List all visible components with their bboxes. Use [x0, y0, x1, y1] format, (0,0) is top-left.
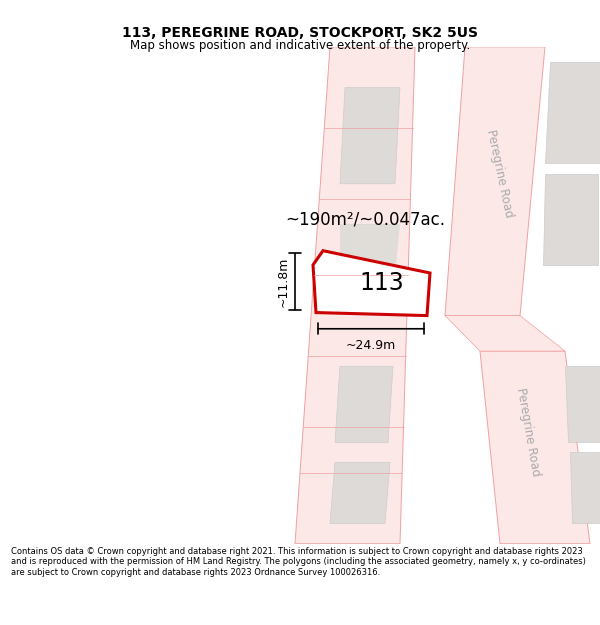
Text: 113, PEREGRINE ROAD, STOCKPORT, SK2 5US: 113, PEREGRINE ROAD, STOCKPORT, SK2 5US [122, 26, 478, 40]
Text: 113: 113 [359, 271, 404, 296]
Polygon shape [295, 47, 415, 544]
Polygon shape [570, 452, 600, 524]
Text: Peregrine Road: Peregrine Road [514, 387, 542, 478]
Polygon shape [313, 251, 430, 316]
Polygon shape [545, 62, 600, 164]
Polygon shape [543, 174, 598, 265]
Polygon shape [330, 462, 390, 524]
Text: ~11.8m: ~11.8m [277, 256, 290, 307]
Polygon shape [445, 316, 565, 351]
Text: ~24.9m: ~24.9m [346, 339, 396, 352]
Polygon shape [340, 224, 400, 295]
Polygon shape [340, 88, 400, 184]
Polygon shape [313, 251, 430, 316]
Polygon shape [445, 47, 545, 316]
Polygon shape [480, 351, 590, 544]
Polygon shape [335, 366, 393, 442]
Text: Contains OS data © Crown copyright and database right 2021. This information is : Contains OS data © Crown copyright and d… [11, 547, 586, 577]
Text: ~190m²/~0.047ac.: ~190m²/~0.047ac. [285, 210, 445, 228]
Polygon shape [565, 366, 600, 442]
Polygon shape [340, 224, 398, 295]
Text: Peregrine Road: Peregrine Road [484, 128, 515, 219]
Text: Map shows position and indicative extent of the property.: Map shows position and indicative extent… [130, 39, 470, 52]
